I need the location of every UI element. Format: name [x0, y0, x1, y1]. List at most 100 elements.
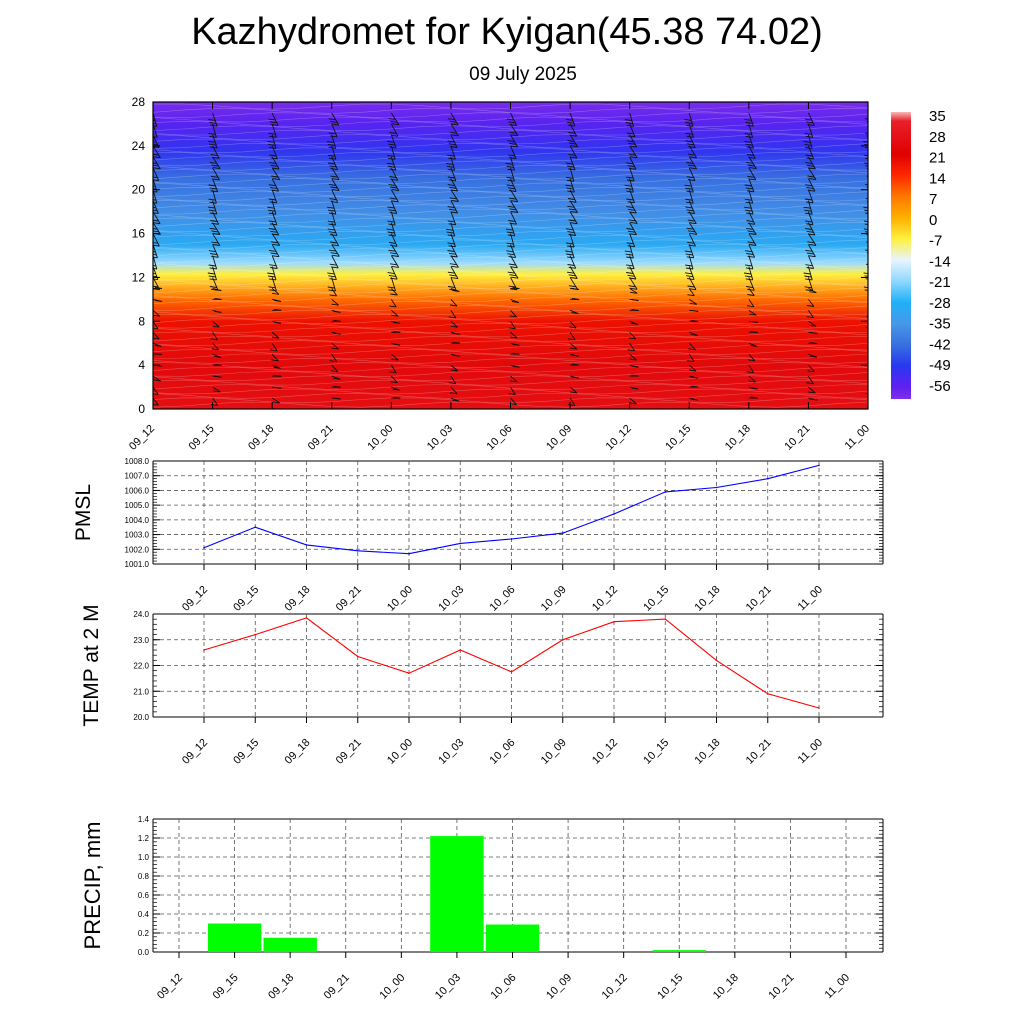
- wind-barb: [689, 309, 699, 312]
- wind-barb: [507, 134, 519, 148]
- wind-barb: [328, 244, 340, 257]
- series-point: [767, 477, 769, 480]
- contour-line: [153, 314, 868, 320]
- wind-barb: [212, 375, 222, 378]
- wind-barb: [272, 364, 281, 369]
- wind-barb: [508, 321, 516, 330]
- wind-barb: [689, 298, 698, 305]
- wind-barb: [271, 353, 279, 362]
- wind-barb: [508, 211, 518, 225]
- wind-barb: [450, 353, 460, 357]
- wind-barb: [268, 189, 278, 204]
- contour-y-tick-label: 20: [132, 183, 146, 197]
- contour-x-tick-label: 10_21: [782, 423, 812, 453]
- wind-barb: [326, 134, 337, 149]
- x-tick-label: 10_00: [385, 737, 415, 767]
- y-tick-label: 23.0: [133, 636, 149, 645]
- wind-barb: [807, 233, 817, 246]
- wind-barb: [269, 156, 280, 170]
- wind-barb: [865, 244, 868, 254]
- contour-line: [153, 256, 868, 263]
- wind-barb: [746, 299, 755, 308]
- contour-panel: 0 4 8 12 16 20 24 28 09_12 09_15 09_18 09_21 10_00 1…: [127, 95, 872, 453]
- wind-barb: [268, 244, 280, 258]
- wind-barb: [628, 331, 637, 340]
- wind-barb: [687, 353, 695, 363]
- wind-barb: [867, 354, 868, 355]
- page-subtitle: 09 July 2025: [469, 64, 577, 85]
- wind-barb: [153, 167, 160, 182]
- precip-panel: 0.0 0.2 0.4 0.6 0.8 1.0 1.2 1.4 09_12 09_15 09_18 0…: [80, 815, 884, 1002]
- wind-barb: [567, 134, 578, 148]
- wind-barb: [687, 211, 697, 225]
- wind-barb: [808, 341, 818, 344]
- wind-barb: [628, 277, 638, 290]
- wind-barb: [808, 386, 816, 394]
- wind-barb: [447, 134, 458, 148]
- wind-barb: [448, 310, 457, 319]
- wind-barb: [153, 352, 163, 355]
- wind-barb: [329, 255, 339, 269]
- wind-barb: [390, 288, 398, 296]
- wind-barb: [272, 386, 282, 389]
- x-tick-label: 10_06: [489, 972, 519, 1002]
- series-point: [818, 464, 820, 467]
- wind-barb: [272, 320, 282, 324]
- colorbar-label: -28: [929, 295, 951, 312]
- wind-barb: [808, 331, 818, 334]
- wind-barb: [272, 374, 282, 377]
- series-point: [305, 617, 308, 619]
- contour-line: [153, 261, 868, 268]
- wind-barb: [748, 396, 758, 399]
- wind-barb: [744, 112, 754, 127]
- wind-barb: [153, 386, 159, 395]
- wind-barb: [747, 167, 757, 181]
- colorbar-label: -7: [929, 233, 942, 250]
- y-tick-label: 20.0: [133, 713, 149, 722]
- wind-barb: [447, 200, 458, 214]
- contour-x-tick-label: 10_15: [663, 423, 693, 453]
- colorbar-label: 35: [929, 108, 946, 125]
- wind-barb: [569, 320, 577, 329]
- series-point: [305, 544, 308, 546]
- wind-barb: [268, 112, 279, 127]
- wind-barb: [803, 200, 813, 215]
- x-tick-label: 09_15: [211, 972, 241, 1002]
- wind-barb: [624, 178, 634, 193]
- wind-barb: [389, 299, 397, 308]
- wind-barb: [153, 145, 161, 159]
- wind-barb: [570, 298, 580, 300]
- contour-line: [153, 116, 868, 123]
- bar: [485, 924, 540, 952]
- wind-barb: [629, 386, 639, 390]
- series-point: [203, 649, 205, 651]
- wind-barb: [212, 297, 222, 300]
- y-tick-label: 0.0: [138, 948, 150, 957]
- wind-barb: [510, 298, 520, 303]
- wind-barb: [391, 342, 401, 346]
- x-tick-label: 09_12: [180, 737, 210, 767]
- wind-barb: [685, 255, 694, 270]
- x-tick-label: 10_15: [641, 584, 671, 614]
- wind-barb: [804, 112, 815, 127]
- colorbar-label: 14: [929, 170, 946, 187]
- wind-barb: [567, 200, 578, 213]
- y-tick-label: 1008.0: [125, 457, 150, 466]
- colorbar-label: -14: [929, 253, 951, 270]
- wind-barb: [508, 255, 518, 269]
- wind-barb: [629, 288, 638, 294]
- wind-barb: [508, 386, 516, 396]
- wind-barb: [271, 288, 280, 295]
- contour-line: [153, 318, 868, 325]
- wind-barb: [865, 255, 868, 268]
- wind-barb: [626, 200, 637, 214]
- contour-line: [153, 309, 868, 316]
- wind-barb: [568, 277, 578, 290]
- wind-barb: [569, 309, 579, 314]
- contour-line: [153, 379, 868, 386]
- wind-barb: [866, 321, 868, 329]
- wind-barb: [329, 353, 338, 363]
- y-axis-label: PMSL: [72, 484, 95, 541]
- wind-barb: [327, 277, 336, 292]
- x-tick-label: 11_00: [796, 584, 826, 614]
